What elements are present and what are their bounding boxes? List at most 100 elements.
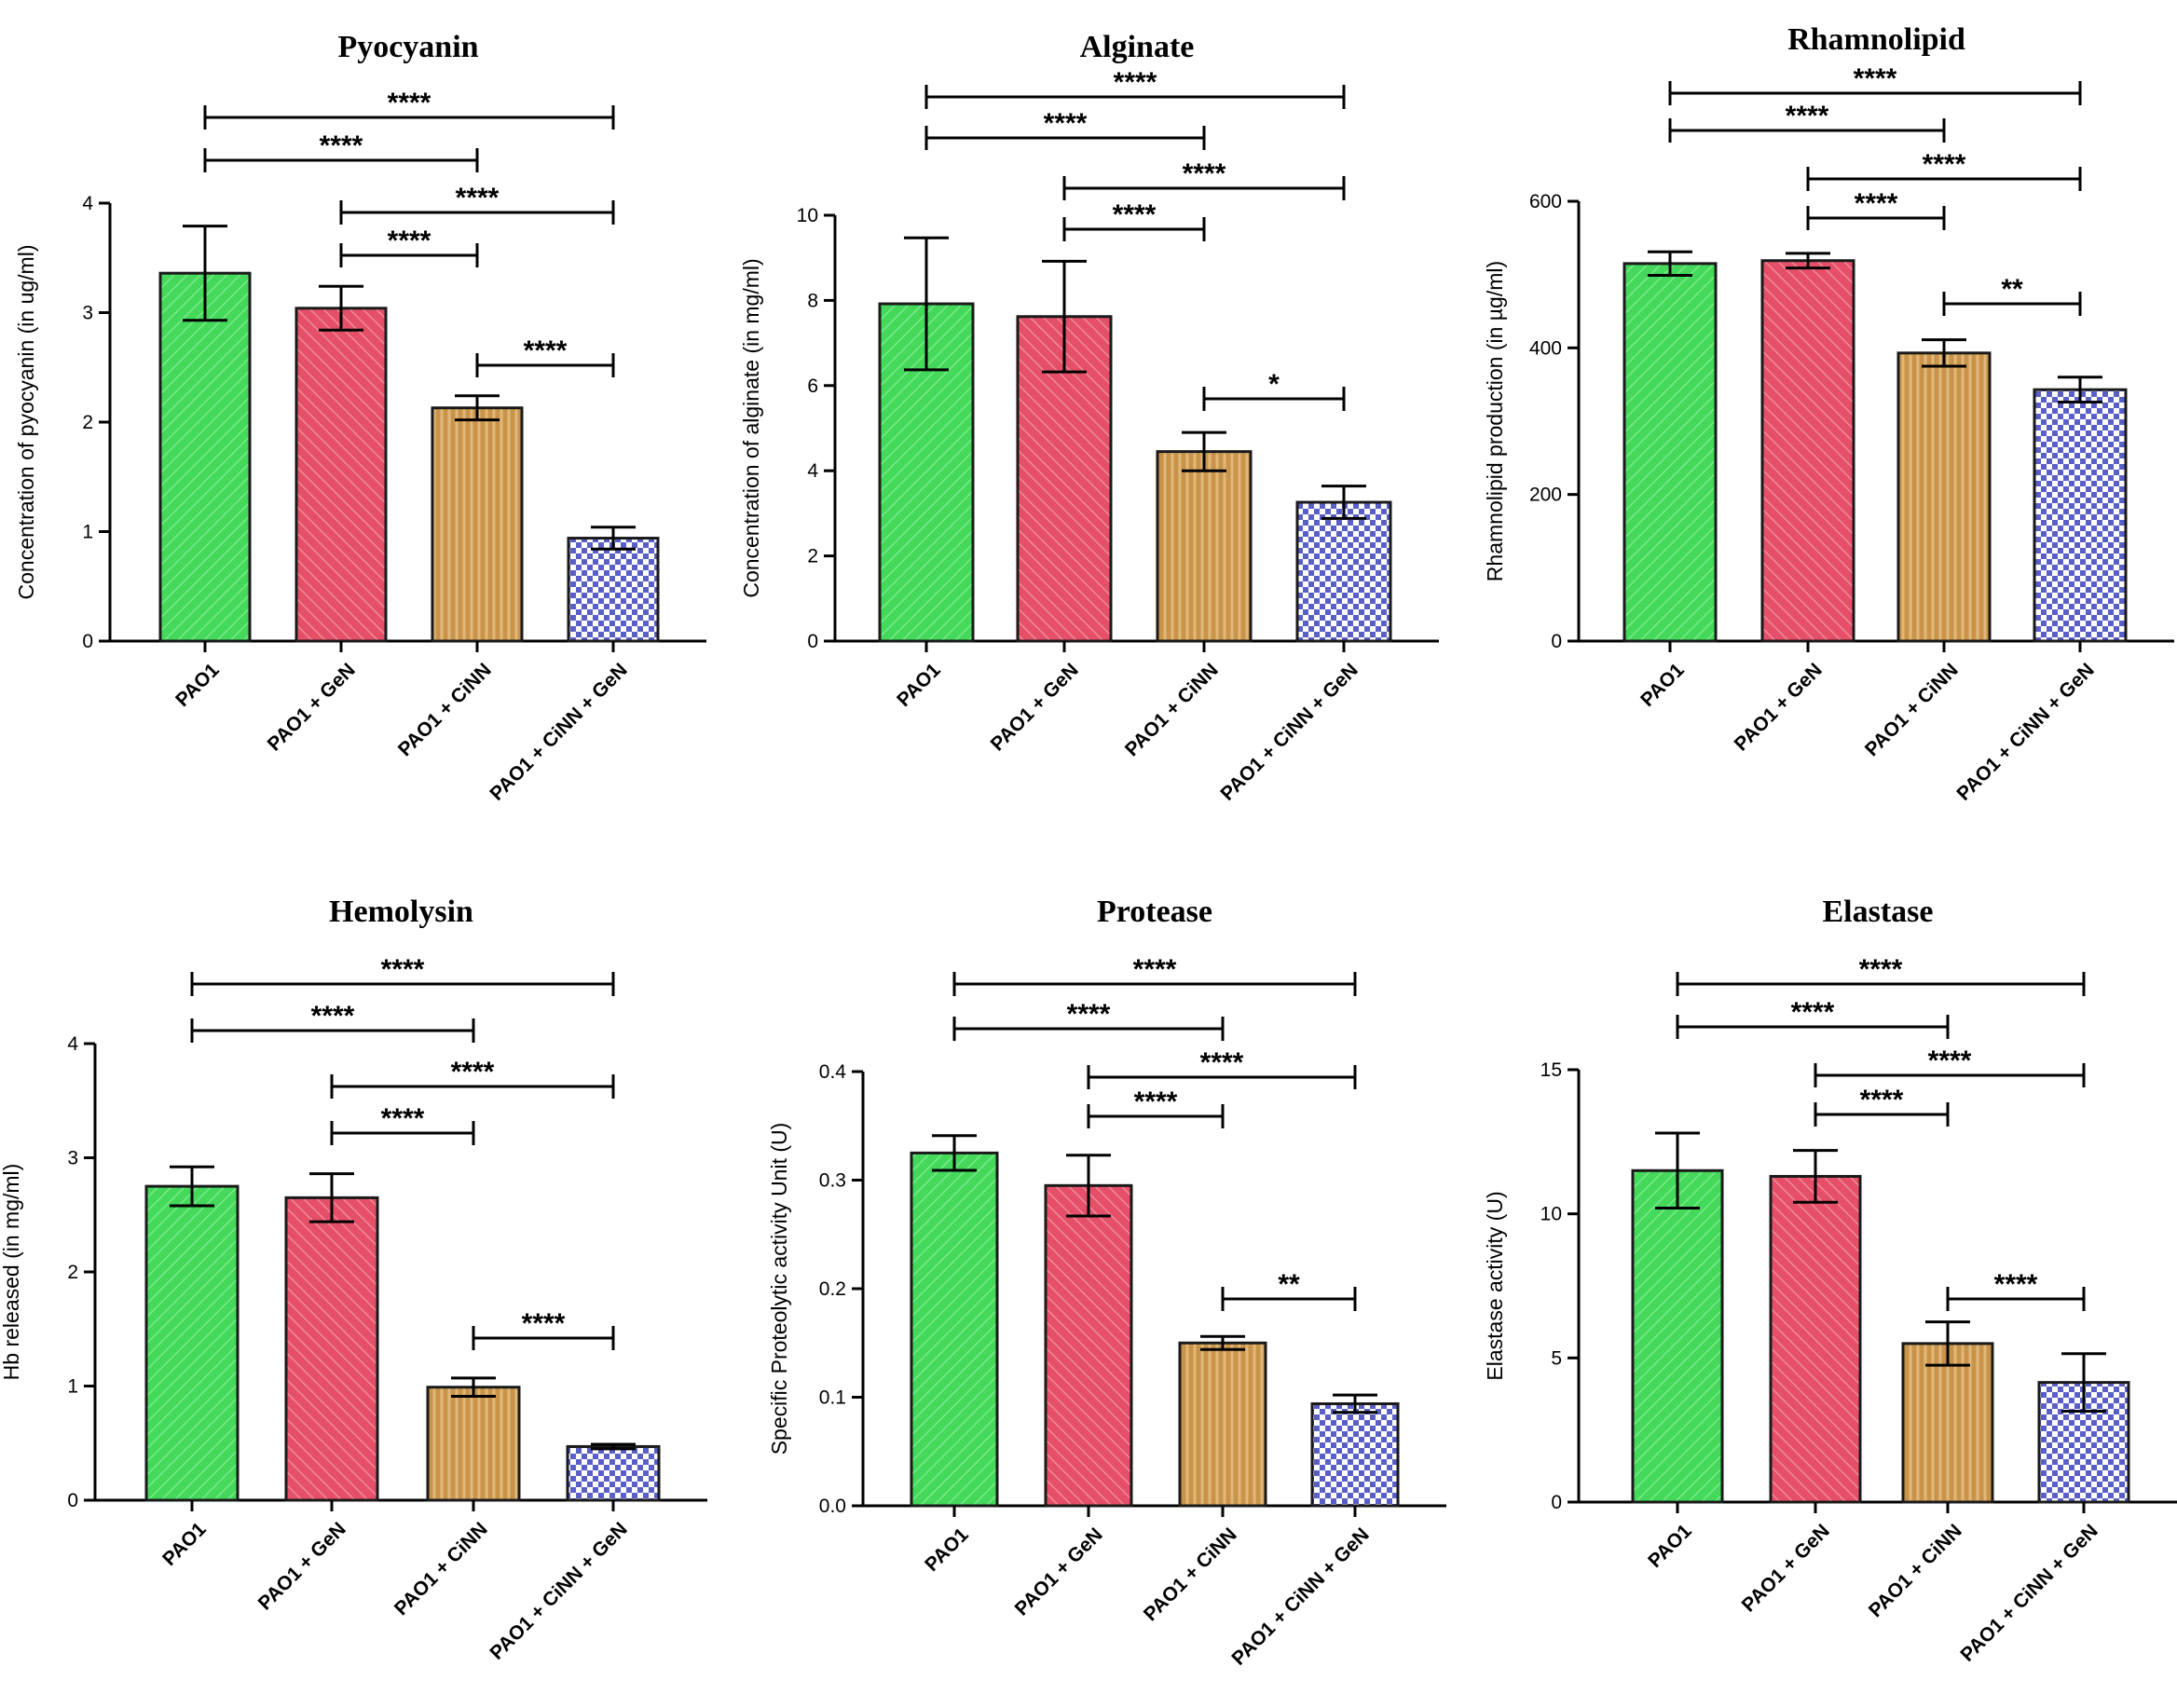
- significance-label: ****: [1133, 954, 1177, 985]
- significance-label: ****: [1786, 101, 1829, 131]
- bar-pao1-cinn-gen: [566, 1444, 661, 1502]
- bar-pao1: [158, 271, 252, 643]
- y-tick-label: 200: [1529, 485, 1562, 506]
- chart-title: Protease: [1097, 895, 1212, 929]
- y-tick-label: 10: [797, 205, 818, 226]
- chart-panel-elastase: Elastase Elastase activity (U) 0 5 10 15 PAO1 P…: [1483, 895, 2177, 1666]
- significance-label: ****: [1183, 158, 1226, 189]
- y-tick-label: 6: [807, 376, 818, 397]
- significance-label: ****: [1067, 999, 1111, 1030]
- bar-pao1-cinn: [431, 406, 524, 643]
- significance-label: ****: [381, 954, 425, 985]
- category-label: PAO1: [158, 1518, 211, 1570]
- category-label: PAO1 + CiNN + GeN: [1952, 659, 2098, 804]
- category-label: PAO1 + CiNN: [1865, 1520, 1966, 1621]
- category-label: PAO1 + GeN: [1731, 659, 1827, 755]
- chart-title: Alginate: [1080, 30, 1195, 64]
- y-tick-label: 15: [1540, 1059, 1562, 1081]
- y-tick-label: 0: [1551, 631, 1562, 652]
- bar-pao1-cinn-gen: [1310, 1401, 1400, 1508]
- bar-pao1-cinn-gen: [567, 537, 660, 643]
- significance-label: ****: [1113, 199, 1157, 230]
- category-label: PAO1 + CiNN: [1140, 1524, 1241, 1625]
- significance-label: ****: [1994, 1269, 2038, 1300]
- category-label: PAO1: [921, 1524, 973, 1576]
- significance-label: ****: [1859, 954, 1903, 985]
- bar-pao1-cinn: [426, 1386, 521, 1502]
- chart-panel-alginate: Alginate Concentration of alginate (in mg…: [739, 30, 1439, 805]
- bar-pao1-gen: [1760, 259, 1855, 643]
- significance-label: ****: [451, 1057, 495, 1087]
- y-tick-label: 1: [82, 522, 93, 543]
- y-tick-label: 1: [67, 1376, 78, 1398]
- y-tick-label: 2: [82, 412, 93, 433]
- y-tick-label: 400: [1529, 337, 1562, 359]
- y-tick-label: 2: [807, 546, 818, 567]
- y-tick-label: 600: [1529, 191, 1562, 212]
- category-label: PAO1 + CiNN: [394, 659, 496, 760]
- chart-panel-hemolysin: Hemolysin Hb released (in mg/ml) 0 1 2 3 4 PAO1…: [0, 895, 707, 1664]
- bar-pao1-gen: [1769, 1174, 1862, 1504]
- y-axis-label: Rhamnolipid production (in µg/ml): [1483, 261, 1507, 581]
- category-label: PAO1: [1644, 1520, 1696, 1572]
- significance-label: ****: [456, 183, 500, 213]
- bar-pao1-gen: [284, 1196, 379, 1502]
- bar-pao1: [910, 1151, 999, 1508]
- category-label: PAO1 + CiNN + GeN: [1227, 1524, 1373, 1669]
- bar-pao1-cinn: [1156, 450, 1253, 643]
- category-label: PAO1 + GeN: [254, 1518, 350, 1614]
- y-tick-label: 0.2: [819, 1278, 846, 1300]
- y-tick-label: 0.3: [819, 1170, 846, 1192]
- chart-title: Hemolysin: [329, 895, 473, 929]
- y-tick-label: 3: [82, 303, 93, 324]
- significance-label: ****: [320, 130, 363, 161]
- y-tick-label: 4: [807, 460, 818, 482]
- y-tick-label: 4: [82, 193, 93, 214]
- category-label: PAO1: [893, 659, 945, 711]
- y-axis-label: Concentration of alginate (in mg/ml): [739, 258, 763, 597]
- bar-pao1-cinn-gen: [1295, 500, 1392, 643]
- chart-title: Pyocyanin: [337, 30, 478, 64]
- chart-title: Elastase: [1823, 895, 1934, 929]
- category-label: PAO1: [171, 659, 224, 711]
- significance-label: ****: [381, 1103, 425, 1134]
- y-tick-label: 0.4: [819, 1061, 847, 1083]
- significance-label: ****: [1200, 1047, 1244, 1078]
- significance-label: ****: [1928, 1045, 1972, 1076]
- y-tick-label: 0.0: [819, 1496, 846, 1517]
- bar-pao1-cinn: [1178, 1341, 1267, 1508]
- y-tick-label: 5: [1551, 1347, 1562, 1369]
- bar-pao1: [144, 1184, 240, 1502]
- y-tick-label: 10: [1540, 1204, 1562, 1225]
- significance-label: ****: [1114, 67, 1157, 98]
- bar-pao1-cinn: [1896, 351, 1992, 643]
- bar-pao1: [1622, 262, 1718, 643]
- y-tick-label: 0: [807, 631, 818, 652]
- bar-pao1-cinn: [1901, 1342, 1994, 1504]
- significance-label: ****: [311, 1001, 355, 1032]
- category-label: PAO1 + CiNN + GeN: [486, 1518, 631, 1663]
- bar-pao1-gen: [294, 307, 388, 643]
- significance-label: ****: [1134, 1086, 1178, 1117]
- bar-pao1-gen: [1044, 1183, 1133, 1508]
- significance-label: ****: [522, 1308, 566, 1339]
- category-label: PAO1 + GeN: [1738, 1520, 1834, 1616]
- significance-label: ****: [1860, 1085, 1904, 1115]
- significance-label: **: [2001, 274, 2023, 305]
- category-label: PAO1 + CiNN + GeN: [486, 659, 631, 804]
- y-tick-label: 0: [82, 631, 93, 652]
- significance-label: ****: [388, 225, 431, 256]
- significance-label: *: [1268, 369, 1280, 400]
- y-tick-label: 0.1: [819, 1387, 846, 1409]
- y-tick-label: 2: [67, 1262, 78, 1283]
- category-label: PAO1: [1636, 659, 1689, 711]
- chart-panel-protease: Protease Specific Proteolytic activity Un…: [767, 895, 1446, 1670]
- bar-pao1-cinn-gen: [2033, 388, 2128, 643]
- significance-label: ****: [1791, 997, 1835, 1028]
- chart-panel-pyocyanin: Pyocyanin Concentration of pyocyanin (in …: [14, 30, 706, 805]
- y-tick-label: 4: [67, 1033, 78, 1055]
- significance-label: ****: [1855, 188, 1898, 219]
- significance-label: ****: [388, 88, 431, 118]
- category-label: PAO1 + CiNN: [1861, 659, 1963, 760]
